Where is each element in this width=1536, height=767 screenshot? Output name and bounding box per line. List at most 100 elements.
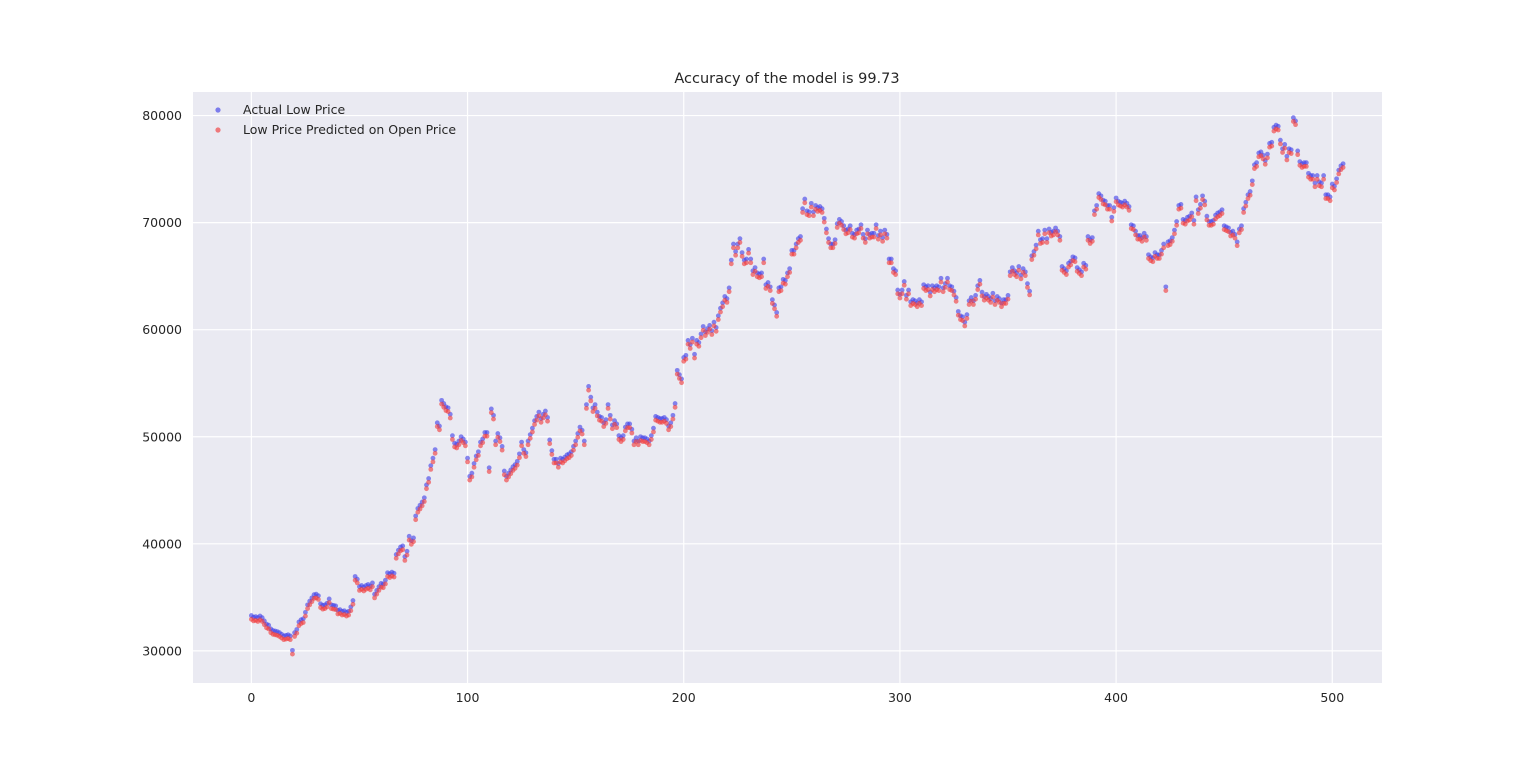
actual-point bbox=[627, 421, 633, 427]
predicted-point bbox=[402, 558, 408, 563]
predicted-point bbox=[925, 287, 931, 292]
predicted-point bbox=[1312, 184, 1318, 190]
predicted-point bbox=[826, 240, 831, 245]
actual-point bbox=[685, 337, 691, 343]
predicted-point bbox=[1195, 211, 1201, 216]
actual-point bbox=[1044, 236, 1050, 242]
predicted-point bbox=[873, 226, 879, 231]
predicted-point bbox=[1005, 296, 1011, 302]
predicted-point bbox=[530, 429, 535, 435]
predicted-point bbox=[698, 335, 704, 341]
predicted-point bbox=[475, 453, 481, 458]
predicted-point bbox=[603, 420, 609, 426]
predicted-point bbox=[1275, 127, 1281, 133]
predicted-point bbox=[491, 416, 496, 422]
predicted-point bbox=[609, 426, 615, 432]
actual-point bbox=[1249, 178, 1255, 184]
predicted-point bbox=[759, 274, 764, 280]
actual-point bbox=[670, 412, 676, 418]
predicted-point bbox=[1210, 221, 1216, 227]
predicted-point bbox=[1159, 251, 1164, 257]
predicted-point bbox=[614, 425, 620, 431]
predicted-point bbox=[960, 318, 966, 323]
predicted-point bbox=[1254, 164, 1260, 169]
predicted-point bbox=[575, 434, 581, 440]
predicted-point bbox=[824, 230, 829, 236]
predicted-point bbox=[629, 430, 635, 436]
actual-point bbox=[871, 230, 877, 236]
predicted-point bbox=[884, 235, 890, 241]
actual-point bbox=[519, 439, 524, 445]
predicted-point bbox=[733, 252, 739, 258]
predicted-point bbox=[586, 387, 592, 393]
predicted-point bbox=[979, 293, 985, 299]
predicted-point bbox=[988, 299, 994, 305]
predicted-point bbox=[707, 326, 713, 332]
predicted-point bbox=[821, 219, 827, 225]
actual-point bbox=[1107, 203, 1113, 208]
predicted-point bbox=[1189, 214, 1195, 220]
actual-point bbox=[1200, 193, 1205, 199]
predicted-point bbox=[728, 261, 734, 267]
actual-point bbox=[672, 401, 678, 406]
x-axis-ticks: 0 100 200 300 400 500 bbox=[247, 690, 1344, 705]
predicted-point bbox=[1198, 205, 1203, 211]
predicted-point bbox=[1068, 262, 1074, 268]
actual-point bbox=[383, 577, 388, 583]
predicted-point bbox=[581, 442, 587, 448]
predicted-point bbox=[713, 328, 719, 334]
predicted-point bbox=[571, 447, 576, 453]
predicted-point bbox=[1042, 231, 1048, 237]
predicted-point bbox=[1295, 152, 1301, 158]
chart-title: Accuracy of the model is 99.73 bbox=[674, 71, 899, 87]
predicted-point bbox=[882, 231, 888, 237]
predicted-point bbox=[674, 371, 680, 377]
actual-point bbox=[1174, 219, 1180, 224]
actual-point bbox=[1042, 227, 1048, 233]
predicted-point bbox=[1234, 243, 1240, 249]
predicted-point bbox=[646, 442, 652, 448]
predicted-point bbox=[1044, 240, 1050, 245]
predicted-point bbox=[951, 292, 957, 298]
predicted-point bbox=[525, 442, 531, 448]
actual-point bbox=[573, 438, 579, 444]
predicted-point bbox=[1003, 301, 1009, 306]
actual-point bbox=[413, 513, 419, 519]
predicted-point bbox=[1310, 176, 1316, 182]
predicted-point bbox=[1340, 165, 1346, 170]
predicted-point bbox=[1033, 246, 1039, 252]
predicted-point bbox=[1143, 237, 1149, 243]
predicted-point bbox=[374, 591, 380, 597]
actual-point bbox=[303, 609, 308, 615]
predicted-point bbox=[419, 503, 425, 509]
actual-point bbox=[715, 313, 721, 319]
predicted-point bbox=[774, 313, 780, 319]
predicted-point bbox=[354, 580, 360, 586]
predicted-point bbox=[599, 418, 604, 424]
actual-point bbox=[1035, 228, 1041, 234]
actual-point bbox=[990, 290, 996, 296]
predicted-point bbox=[739, 253, 745, 259]
predicted-point bbox=[878, 232, 883, 238]
actual-point bbox=[979, 289, 985, 295]
predicted-point bbox=[1126, 207, 1132, 213]
actual-point bbox=[326, 596, 332, 602]
predicted-point bbox=[391, 574, 397, 580]
actual-point bbox=[748, 256, 754, 262]
predicted-point bbox=[1133, 232, 1138, 238]
actual-point bbox=[1094, 203, 1100, 208]
actual-point bbox=[1284, 153, 1290, 159]
predicted-point bbox=[532, 422, 537, 427]
predicted-point bbox=[1249, 182, 1255, 188]
predicted-point bbox=[266, 626, 272, 632]
predicted-point bbox=[897, 295, 903, 301]
actual-point bbox=[938, 275, 944, 281]
predicted-point bbox=[834, 225, 840, 230]
y-tick-label: 60000 bbox=[142, 322, 182, 337]
actual-point bbox=[465, 455, 470, 461]
predicted-point bbox=[1191, 221, 1197, 227]
actual-point bbox=[802, 196, 808, 202]
predicted-point bbox=[1057, 237, 1063, 243]
actual-point bbox=[860, 232, 866, 237]
predicted-point bbox=[1111, 208, 1117, 214]
